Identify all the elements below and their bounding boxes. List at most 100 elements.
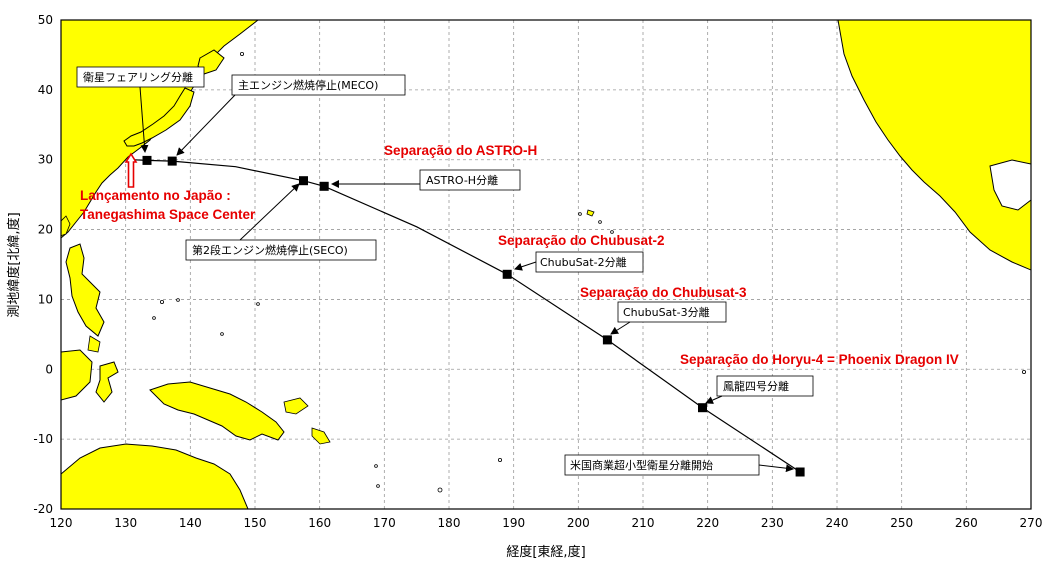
launch-label-line2: Tanegashima Space Center — [80, 207, 256, 222]
label-chubusat-2: Separação do Chubusat-2 — [498, 233, 665, 248]
x-tick-label: 130 — [114, 516, 137, 530]
callout-box — [617, 301, 727, 323]
philippines — [65, 243, 105, 337]
australia — [61, 443, 249, 509]
x-tick-label: 160 — [308, 516, 331, 530]
callout-arrow — [514, 261, 537, 271]
callout-astro-h: ASTRO-H分離 — [331, 169, 521, 191]
event-markers — [142, 155, 805, 477]
callout-arrow — [705, 395, 723, 404]
callout-box — [185, 239, 377, 261]
gulf-of-mexico-water — [989, 159, 1031, 211]
event-marker — [698, 403, 707, 413]
island-dot — [239, 52, 244, 57]
callout-text: ASTRO-H分離 — [426, 173, 498, 187]
callout-horyu-4: 鳳龍四号分離 — [705, 375, 814, 404]
x-tick-label: 140 — [179, 516, 202, 530]
event-marker — [142, 155, 152, 165]
callout-arrow — [758, 464, 794, 473]
callout-text: 鳳龍四号分離 — [723, 379, 789, 393]
island-dot — [256, 302, 260, 306]
callout-text: ChubuSat-2分離 — [540, 255, 627, 269]
x-tick-label: 270 — [1020, 516, 1043, 530]
callout-arrow — [176, 94, 236, 156]
callout-chubusat-2: ChubuSat-2分離 — [514, 251, 644, 273]
island-dot — [376, 484, 380, 488]
callout-text: 主エンジン燃焼停止(MECO) — [238, 78, 378, 92]
label-astro-h: Separação do ASTRO-H — [384, 143, 537, 158]
x-tick-labels: 120 130 140 150 160 170 180 190 200 210 220 230 240 2… — [50, 516, 1043, 530]
x-tick-label: 240 — [826, 516, 849, 530]
label-horyu-4: Separação do Horyu-4 = Phoenix Dragon IV — [680, 352, 959, 367]
island-dot — [610, 230, 614, 234]
event-marker — [602, 335, 612, 345]
x-tick-label: 250 — [890, 516, 913, 530]
x-tick-label: 230 — [761, 516, 784, 530]
callout-text: ChubuSat-3分離 — [623, 305, 710, 319]
event-marker — [299, 176, 308, 186]
callout-arrow — [610, 321, 631, 335]
callout-box — [231, 74, 406, 96]
sulawesi — [95, 361, 119, 403]
event-marker — [319, 181, 329, 191]
island-dot — [176, 298, 180, 302]
callout-box — [716, 375, 814, 397]
callouts: 衛星フェアリング分離 主エンジン燃焼停止(MECO) 第2段エンジン燃焼停止(S… — [76, 66, 814, 476]
island-dot — [437, 487, 443, 493]
hokkaido — [197, 49, 225, 75]
x-tick-label: 200 — [567, 516, 590, 530]
callout-seco: 第2段エンジン燃焼停止(SECO) — [185, 183, 377, 261]
label-chubusat-3: Separação do Chubusat-3 — [580, 285, 747, 300]
callout-text: 衛星フェアリング分離 — [83, 70, 193, 84]
y-axis-title: 測地緯度[北緯,度] — [6, 212, 22, 317]
x-tick-label: 120 — [50, 516, 73, 530]
japan-islands — [123, 87, 195, 147]
island-dot — [374, 464, 378, 468]
x-tick-label: 260 — [955, 516, 978, 530]
island-dot — [152, 316, 156, 320]
x-tick-label: 170 — [373, 516, 396, 530]
taiwan — [61, 215, 71, 237]
event-marker — [502, 269, 512, 279]
callout-chubusat-3: ChubuSat-3分離 — [610, 301, 727, 335]
y-tick-labels: -20 -10 0 10 20 30 40 50 — [33, 13, 53, 516]
y-tick-label: -10 — [33, 432, 53, 446]
x-axis-title: 経度[東経,度] — [506, 544, 585, 560]
y-tick-label: 20 — [38, 223, 53, 237]
x-tick-label: 220 — [696, 516, 719, 530]
launch-label-line1: Lançamento no Japão : — [80, 188, 231, 203]
y-tick-label: -20 — [33, 502, 53, 516]
callout-fairing: 衛星フェアリング分離 — [76, 66, 205, 153]
callout-text: 米国商業超小型衛星分離開始 — [570, 458, 713, 472]
callout-text: 第2段エンジン燃焼停止(SECO) — [192, 243, 348, 257]
launch-arrow-icon — [124, 152, 138, 188]
x-tick-label: 210 — [632, 516, 655, 530]
callout-box — [419, 169, 521, 191]
island-dot — [598, 220, 602, 224]
y-tick-label: 10 — [38, 292, 53, 306]
island-dot — [220, 332, 224, 336]
bismarck-islands — [283, 397, 309, 415]
borneo — [61, 349, 93, 401]
y-tick-label: 30 — [38, 153, 53, 167]
small-islands — [152, 52, 1027, 493]
island-dot — [159, 299, 164, 304]
island-dot — [578, 212, 582, 216]
callout-us-cubesats: 米国商業超小型衛星分離開始 — [564, 454, 794, 476]
solomon-islands — [311, 427, 331, 445]
event-marker — [167, 156, 177, 166]
island-dot — [1022, 369, 1027, 374]
plot-frame — [60, 19, 1032, 510]
north-america — [837, 20, 1031, 271]
callout-arrow — [139, 86, 149, 153]
x-tick-label: 180 — [438, 516, 461, 530]
island-dot — [497, 457, 502, 462]
x-tick-label: 190 — [502, 516, 525, 530]
philippines-south — [87, 335, 101, 353]
x-tick-label: 150 — [244, 516, 267, 530]
hawaii-islands — [586, 209, 595, 217]
y-tick-label: 0 — [45, 362, 53, 376]
callout-arrow — [239, 183, 300, 241]
new-guinea — [149, 381, 285, 441]
